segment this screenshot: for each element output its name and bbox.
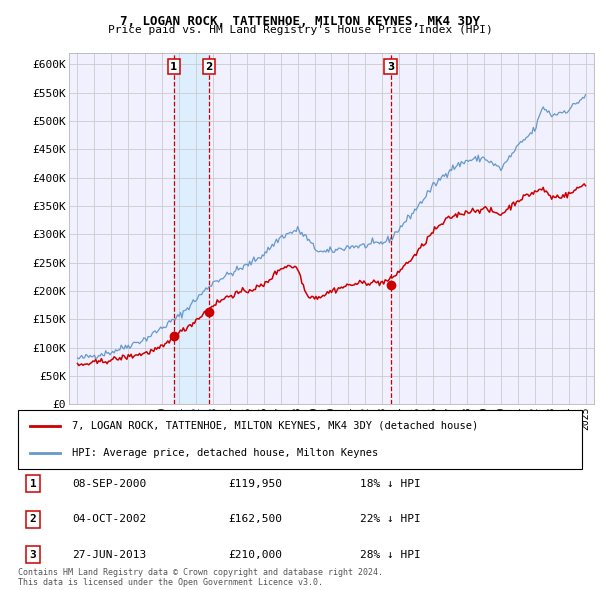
Text: 28% ↓ HPI: 28% ↓ HPI (360, 550, 421, 559)
Text: Price paid vs. HM Land Registry's House Price Index (HPI): Price paid vs. HM Land Registry's House … (107, 25, 493, 35)
Text: 2: 2 (205, 62, 212, 72)
Text: 22% ↓ HPI: 22% ↓ HPI (360, 514, 421, 524)
Text: 08-SEP-2000: 08-SEP-2000 (72, 479, 146, 489)
Text: £119,950: £119,950 (228, 479, 282, 489)
Text: £210,000: £210,000 (228, 550, 282, 559)
Text: 04-OCT-2002: 04-OCT-2002 (72, 514, 146, 524)
Text: 7, LOGAN ROCK, TATTENHOE, MILTON KEYNES, MK4 3DY (detached house): 7, LOGAN ROCK, TATTENHOE, MILTON KEYNES,… (72, 421, 478, 431)
Text: Contains HM Land Registry data © Crown copyright and database right 2024.
This d: Contains HM Land Registry data © Crown c… (18, 568, 383, 587)
Text: 1: 1 (29, 479, 37, 489)
Text: 1: 1 (170, 62, 178, 72)
Text: £162,500: £162,500 (228, 514, 282, 524)
Text: 3: 3 (29, 550, 37, 559)
Text: 27-JUN-2013: 27-JUN-2013 (72, 550, 146, 559)
Text: 3: 3 (387, 62, 394, 72)
Text: 7, LOGAN ROCK, TATTENHOE, MILTON KEYNES, MK4 3DY: 7, LOGAN ROCK, TATTENHOE, MILTON KEYNES,… (120, 15, 480, 28)
Text: 2: 2 (29, 514, 37, 524)
Bar (174, 53, 209, 404)
Text: 18% ↓ HPI: 18% ↓ HPI (360, 479, 421, 489)
Text: HPI: Average price, detached house, Milton Keynes: HPI: Average price, detached house, Milt… (72, 448, 378, 458)
